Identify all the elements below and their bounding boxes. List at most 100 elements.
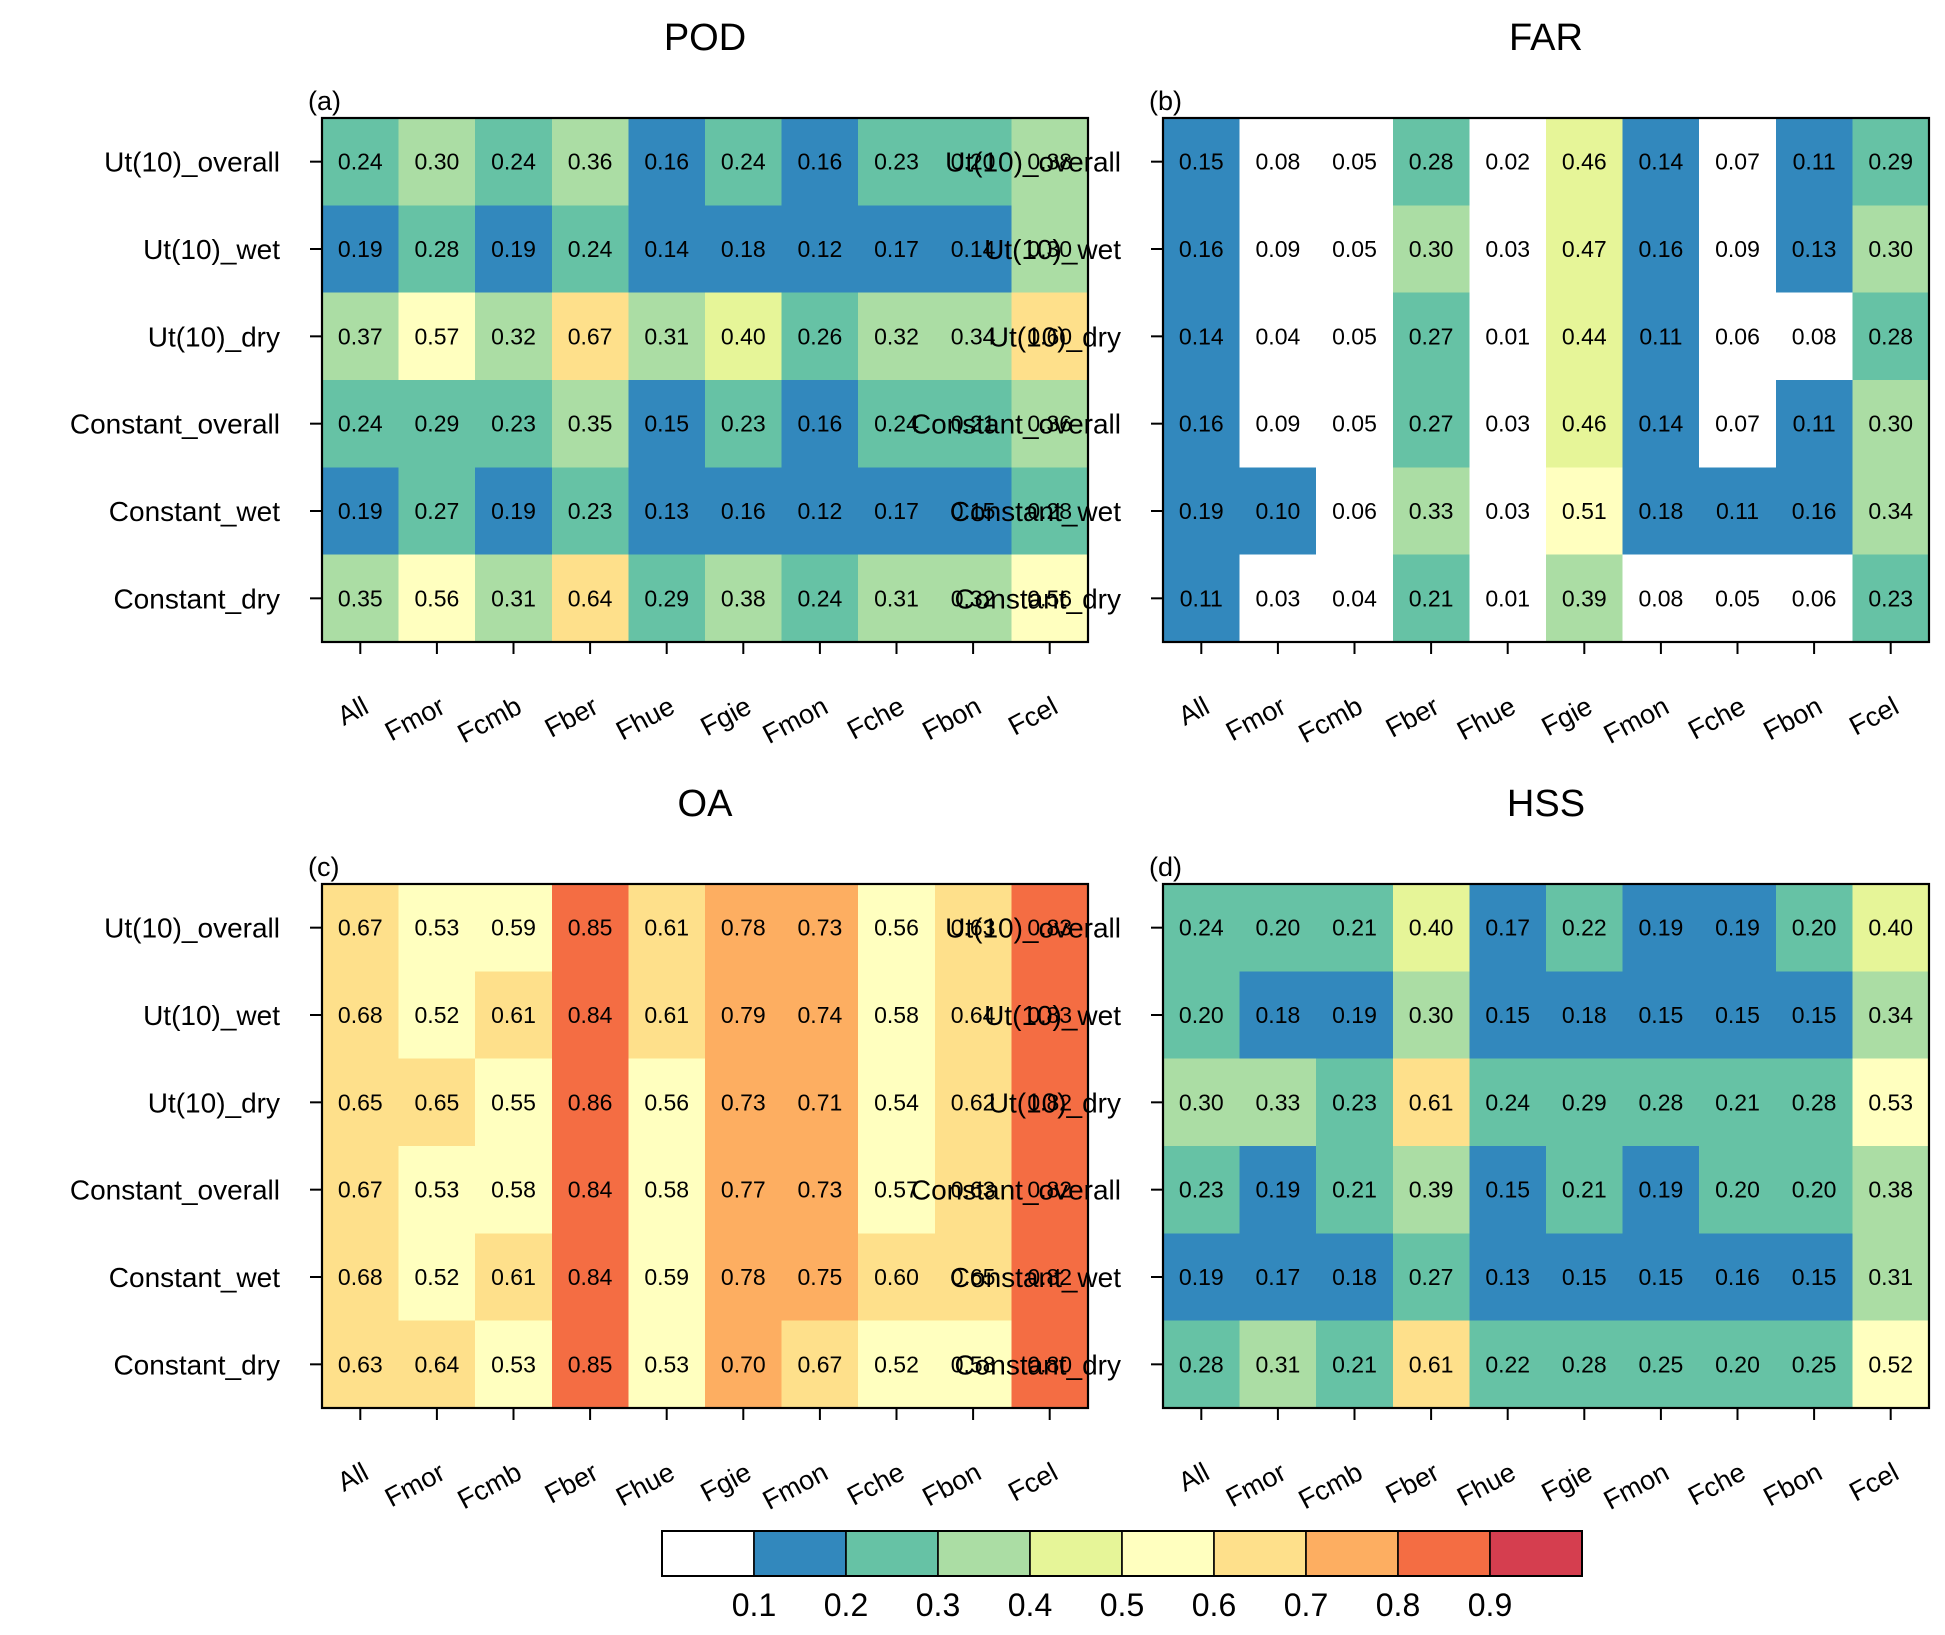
cell-value-label: 0.23: [568, 498, 613, 524]
heatmap-cell: [1775, 1058, 1853, 1147]
cell-value-label: 0.21: [1715, 1089, 1760, 1115]
cell-value-label: 0.52: [415, 1264, 460, 1290]
heatmap-cell: [628, 118, 706, 206]
cell-value-label: 0.73: [798, 1177, 843, 1203]
heatmap-cell: [1546, 971, 1624, 1060]
cell-value-label: 0.23: [491, 411, 536, 437]
x-tick-label: Fmon: [758, 1457, 833, 1516]
heatmap-cell: [1011, 554, 1089, 643]
colorbar-swatch: [1213, 1530, 1307, 1577]
cell-value-label: 0.82: [1027, 1264, 1072, 1290]
heatmap-cell: [1622, 884, 1700, 972]
cell-value-label: 0.15: [1639, 1002, 1684, 1028]
heatmap-cell: [1239, 205, 1317, 294]
heatmap-cell: [1852, 1146, 1930, 1234]
cell-value-label: 0.05: [1332, 411, 1377, 437]
cell-value-label: 0.67: [338, 915, 383, 941]
heatmap-cell: [322, 292, 400, 381]
x-tick-label: Fbon: [1758, 1457, 1826, 1512]
cell-value-label: 0.18: [1332, 1264, 1377, 1290]
cell-value-label: 0.31: [1868, 1264, 1913, 1290]
cell-value-label: 0.37: [338, 323, 383, 349]
cell-value-label: 0.12: [798, 236, 843, 262]
panel-label: (a): [308, 86, 341, 116]
heatmap-cell: [1469, 884, 1547, 972]
cell-value-label: 0.20: [951, 149, 996, 175]
heatmap-cell: [322, 554, 400, 643]
x-tick-label: Fgie: [696, 691, 756, 742]
cell-value-label: 0.53: [415, 915, 460, 941]
x-tick-label: Fhue: [1452, 1457, 1520, 1512]
heatmap-cell: [1316, 380, 1394, 468]
heatmap-cell: [551, 467, 629, 556]
cell-value-label: 0.05: [1332, 323, 1377, 349]
cell-value-label: 0.56: [415, 585, 460, 611]
x-tick-label: Fcmb: [453, 691, 527, 749]
heatmap-cell: [322, 1146, 400, 1234]
heatmap-cell: [1546, 118, 1624, 206]
x-tick-label: All: [333, 1457, 374, 1498]
cell-value-label: 0.68: [338, 1002, 383, 1028]
cell-value-label: 0.61: [1409, 1351, 1454, 1377]
heatmap-cell: [551, 1058, 629, 1147]
cell-value-label: 0.23: [1332, 1089, 1377, 1115]
cell-value-label: 0.18: [721, 236, 766, 262]
cell-value-label: 0.01: [1485, 585, 1530, 611]
heatmap-cell: [1469, 1146, 1547, 1234]
heatmap-cell: [475, 1233, 553, 1322]
x-tick-label: Fmon: [758, 691, 833, 750]
cell-value-label: 0.65: [415, 1089, 460, 1115]
heatmap-cell: [781, 1320, 859, 1409]
cell-value-label: 0.24: [568, 236, 613, 262]
cell-value-label: 0.39: [1409, 1177, 1454, 1203]
cell-value-label: 0.08: [1256, 149, 1301, 175]
colorbar-tick-label: 0.3: [916, 1587, 960, 1623]
cell-value-label: 0.24: [338, 411, 383, 437]
panel-label: (d): [1149, 852, 1182, 882]
heatmap-cell: [1392, 884, 1470, 972]
heatmap-cell: [1316, 971, 1394, 1060]
heatmap-cell: [1163, 205, 1241, 294]
colorbar-tick-label: 0.5: [1100, 1587, 1144, 1623]
heatmap-cell: [628, 1146, 706, 1234]
heatmap-cell: [1163, 118, 1241, 206]
heatmap-cell: [781, 554, 859, 643]
cell-value-label: 0.68: [338, 1264, 383, 1290]
cell-value-label: 0.24: [338, 149, 383, 175]
cell-value-label: 0.14: [1639, 411, 1684, 437]
y-tick-label: Ut(10)_wet: [143, 1000, 280, 1031]
cell-value-label: 0.24: [798, 585, 843, 611]
cell-value-label: 0.25: [1792, 1351, 1837, 1377]
heatmap-cell: [1699, 971, 1777, 1060]
cell-value-label: 0.09: [1256, 236, 1301, 262]
cell-value-label: 0.23: [874, 149, 919, 175]
heatmap-cell: [781, 118, 859, 206]
cell-value-label: 0.63: [951, 915, 996, 941]
cell-value-label: 0.35: [338, 585, 383, 611]
heatmap-cell: [1852, 1233, 1930, 1322]
cell-value-label: 0.03: [1256, 585, 1301, 611]
cell-value-label: 0.26: [798, 323, 843, 349]
cell-value-label: 0.19: [1715, 915, 1760, 941]
x-tick-label: Fgie: [1537, 1457, 1597, 1508]
heatmap-cell: [1163, 1146, 1241, 1234]
heatmap-cell: [1011, 205, 1089, 294]
heatmap-cell: [705, 884, 783, 972]
heatmap-cell: [1392, 380, 1470, 468]
y-tick-label: Ut(10)_dry: [989, 1087, 1121, 1118]
heatmap-cell: [1392, 971, 1470, 1060]
cell-value-label: 0.58: [951, 1351, 996, 1377]
heatmap-cell: [1469, 971, 1547, 1060]
colorbar-swatch: [753, 1530, 847, 1577]
heatmap-cell: [1392, 205, 1470, 294]
heatmap-cell: [1852, 1058, 1930, 1147]
cell-value-label: 0.23: [1868, 585, 1913, 611]
heatmap-cell: [1546, 884, 1624, 972]
heatmap-cell: [322, 380, 400, 468]
x-tick-label: Fmor: [380, 1457, 450, 1513]
heatmap-cell: [1469, 1233, 1547, 1322]
cell-value-label: 0.52: [415, 1002, 460, 1028]
cell-value-label: 0.16: [721, 498, 766, 524]
y-tick-label: Ut(10)_dry: [148, 1087, 280, 1118]
